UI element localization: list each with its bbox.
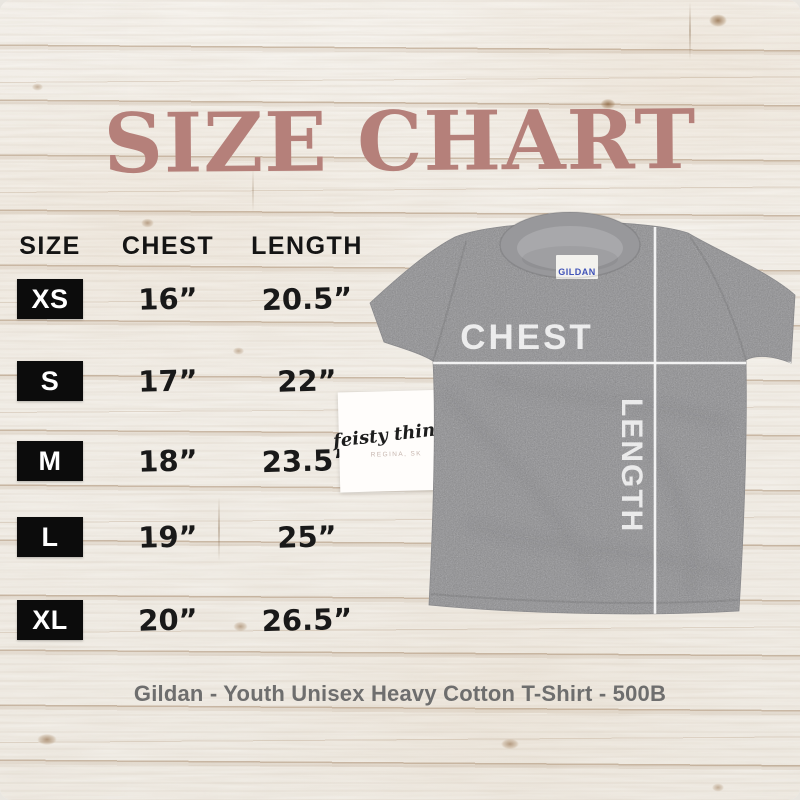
wood-knot [498,737,522,751]
table-row: L 19” 25” [0,517,410,557]
chest-value: 19” [137,519,199,555]
size-badge: S [17,361,83,401]
length-label: LENGTH [615,398,648,533]
chest-value: 16” [137,281,199,317]
table-row: XS 16” 20.5” [0,279,410,319]
chest-value: 18” [137,443,199,479]
table-header-row: SIZE CHEST LENGTH [0,232,410,264]
wood-crack [689,2,691,60]
product-caption: Gildan - Youth Unisex Heavy Cotton T-Shi… [133,681,667,706]
collar: GILDAN [499,211,641,279]
wood-knot [706,12,730,29]
page-title: SIZE CHART [103,91,697,193]
column-header-chest: CHEST [121,232,215,260]
wood-knot [30,82,45,92]
table-row: XL 20” 26.5” [0,600,410,640]
tshirt-graphic: GILDAN CHEST LENGTH [369,211,796,615]
wood-knot [139,217,156,229]
size-badge: M [17,441,83,481]
size-badge: XS [17,279,83,319]
size-badge: L [17,517,83,557]
chest-label: CHEST [460,318,594,357]
gildan-tag-label: GILDAN [558,267,596,277]
wood-knot [34,732,60,747]
chest-value: 20” [137,602,199,638]
wood-knot [710,782,726,793]
column-header-size: SIZE [19,232,81,260]
wood-knot [231,346,246,356]
size-badge: XL [17,600,83,640]
chest-value: 17” [137,363,199,399]
column-header-length: LENGTH [251,232,363,260]
